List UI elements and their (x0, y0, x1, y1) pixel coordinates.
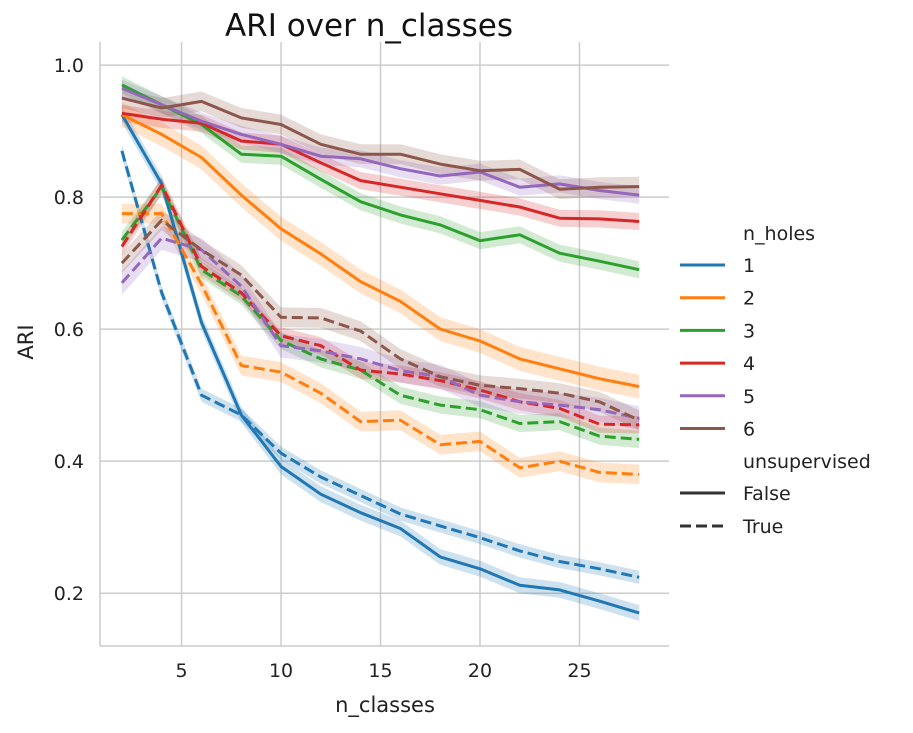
ci-band-5-true (121, 226, 640, 431)
series-line-1-true (120, 150, 640, 579)
legend-style-label-false: False (743, 483, 791, 505)
series-line-6-true (120, 218, 640, 422)
legend-label-1: 1 (743, 255, 755, 277)
y-tick-label: 0.4 (54, 451, 84, 473)
series-line-2-true (121, 212, 640, 476)
series-line-3-false (121, 83, 640, 272)
ci-band-4-true (121, 176, 640, 434)
tick-labels: 5 10 15 20 25 0.2 0.4 0.6 0.8 1.0 (54, 55, 592, 682)
ci-band-6-false (121, 88, 640, 200)
legend: n_holes unsupervised 1 2 3 4 5 6 False True (680, 223, 871, 538)
series-line-2-false (121, 113, 640, 389)
y-tick-label: 1.0 (54, 55, 84, 77)
y-tick-label: 0.6 (54, 319, 84, 341)
ci-band-6-true (121, 210, 640, 431)
x-tick-label: 10 (269, 660, 293, 682)
ci-band-3-false (121, 76, 640, 279)
legend-label-5: 5 (743, 386, 755, 408)
ci-band-2-true (121, 203, 640, 485)
ci-band-2-false (121, 102, 640, 399)
y-tick-label: 0.8 (54, 187, 84, 209)
x-tick-label: 25 (567, 660, 591, 682)
series-lines (120, 83, 640, 615)
series-line-5-true (120, 236, 640, 420)
grid (100, 42, 669, 646)
legend-label-6: 6 (743, 419, 755, 441)
legend-style-label-true: True (742, 516, 783, 538)
series-line-4-true (120, 183, 640, 427)
series-line-4-false (121, 111, 640, 223)
legend-label-3: 3 (743, 320, 755, 342)
series-line-1-false (120, 113, 640, 615)
axes (99, 42, 669, 647)
series-line-6-false (121, 96, 640, 191)
legend-label-4: 4 (743, 353, 755, 375)
y-axis-title: ARI (14, 324, 38, 359)
ci-band-5-false (121, 79, 640, 204)
ci-band-3-true (121, 178, 640, 448)
x-axis-title: n_classes (335, 693, 435, 718)
legend-style-title: unsupervised (743, 451, 871, 473)
legend-label-2: 2 (743, 288, 755, 310)
ci-band-1-false (121, 106, 640, 621)
y-tick-label: 0.2 (54, 583, 84, 605)
legend-hue-title: n_holes (743, 223, 815, 245)
series-line-3-true (120, 185, 640, 441)
chart-title: ARI over n_classes (225, 8, 513, 44)
x-tick-label: 15 (368, 660, 392, 682)
x-tick-label: 5 (176, 660, 188, 682)
x-tick-label: 20 (468, 660, 492, 682)
